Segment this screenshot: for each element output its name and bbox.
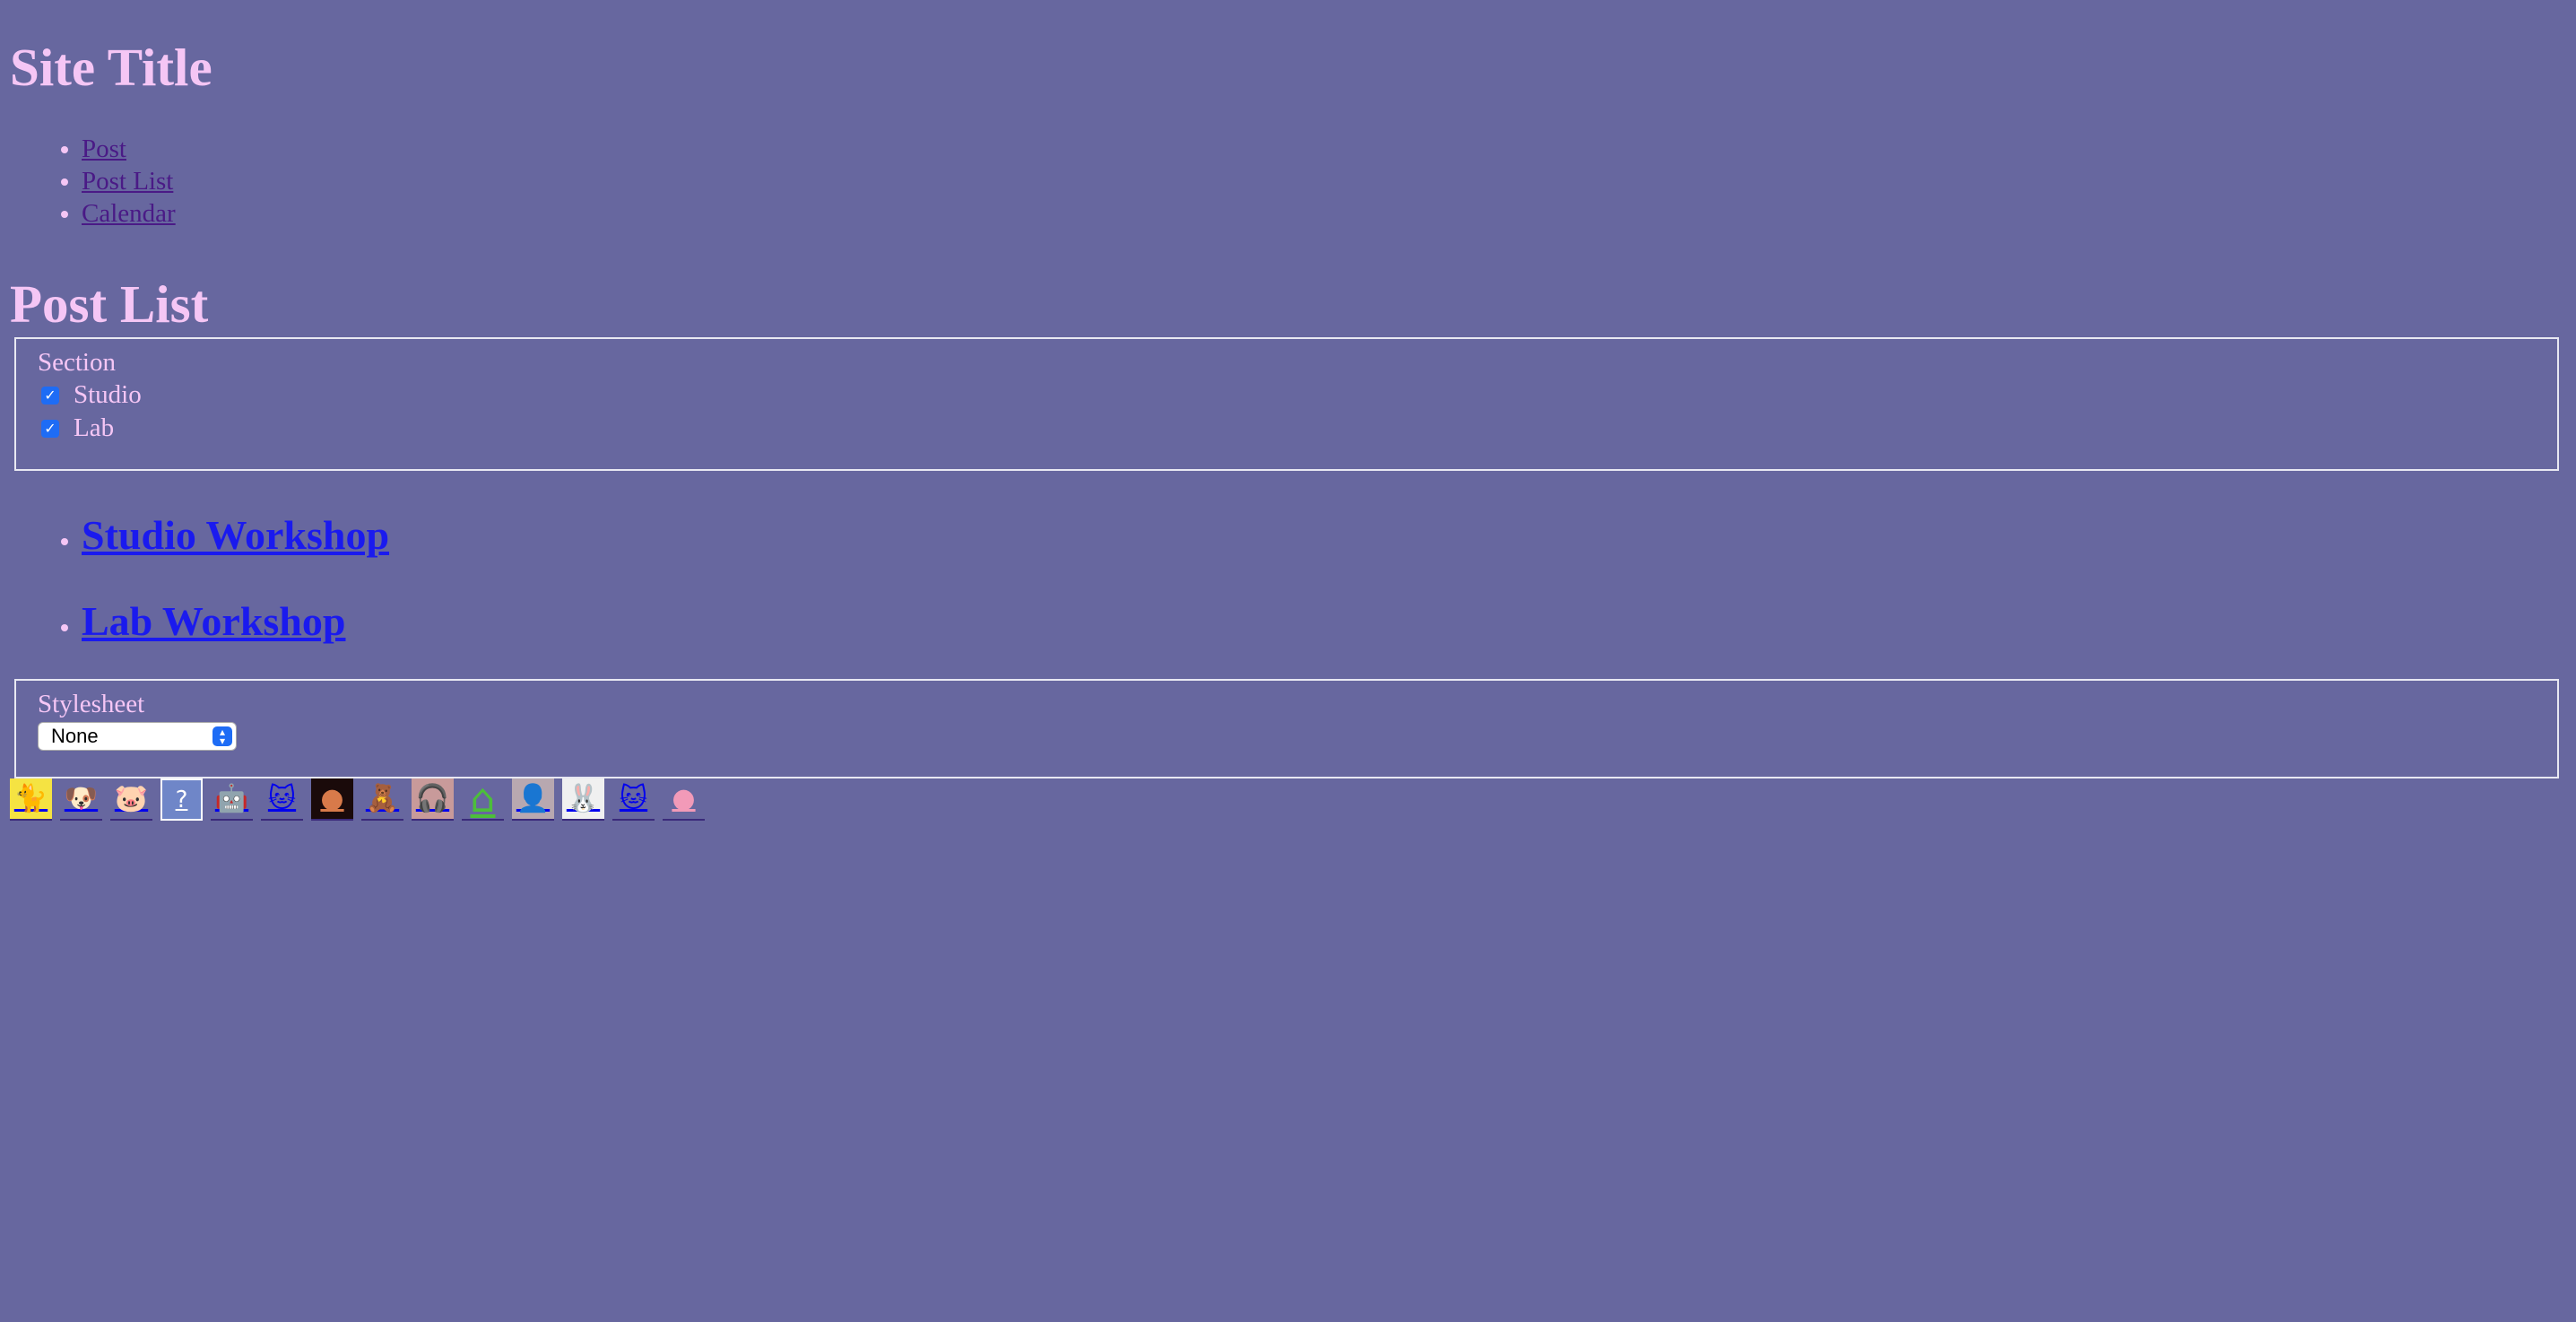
list-item: Lab Workshop bbox=[82, 593, 2566, 679]
post-link-lab-workshop[interactable]: Lab Workshop bbox=[82, 598, 346, 644]
lab-label: Lab bbox=[74, 413, 115, 442]
pink-bunny-icon[interactable]: 🐰 bbox=[562, 778, 604, 821]
nav-item-post: Post bbox=[82, 133, 2566, 165]
site-title: Site Title bbox=[10, 38, 212, 97]
section-filter-label: Section bbox=[38, 348, 116, 377]
list-item: Studio Workshop bbox=[82, 507, 2566, 593]
headphones-icon[interactable]: 🎧 bbox=[412, 778, 454, 821]
filter-option-studio[interactable]: ✓ Studio bbox=[38, 378, 2536, 412]
robot-cat-icon[interactable]: 🤖 bbox=[211, 778, 253, 821]
post-list: Studio Workshop Lab Workshop bbox=[10, 507, 2566, 679]
stylesheet-select[interactable]: None ▴ ▾ bbox=[38, 722, 237, 751]
badge-links: 🐈 🐶 🐷? 🤖 🐱 ● 🧸 🎧 ⌂ 👤 🐰 🐱 ● bbox=[10, 778, 2566, 823]
white-cat-icon[interactable]: 🐱 bbox=[612, 778, 655, 821]
black-cat-icon[interactable]: 🐈 bbox=[10, 778, 52, 821]
studio-checkbox[interactable]: ✓ bbox=[41, 386, 59, 404]
stylesheet-label: Stylesheet bbox=[38, 690, 145, 718]
stylesheet-select-value: None bbox=[51, 725, 99, 747]
stylesheet-selector: Stylesheet None ▴ ▾ bbox=[14, 679, 2559, 778]
portrait-icon[interactable]: 👤 bbox=[512, 778, 554, 821]
main-nav: Post Post List Calendar bbox=[10, 133, 2566, 230]
updown-chevron-icon: ▴ ▾ bbox=[212, 726, 232, 746]
post-link-studio-workshop[interactable]: Studio Workshop bbox=[82, 512, 390, 558]
filter-option-lab[interactable]: ✓ Lab bbox=[38, 412, 2536, 445]
studio-label: Studio bbox=[74, 380, 142, 409]
nav-link-post[interactable]: Post bbox=[82, 135, 126, 163]
nav-link-post-list[interactable]: Post List bbox=[82, 167, 174, 196]
nav-item-post-list: Post List bbox=[82, 165, 2566, 197]
figure-icon[interactable]: 🧸 bbox=[361, 778, 403, 821]
nav-link-calendar[interactable]: Calendar bbox=[82, 199, 176, 228]
puppy-icon[interactable]: 🐶 bbox=[60, 778, 102, 821]
dark-face-icon[interactable]: ● bbox=[311, 778, 353, 821]
question-box-icon[interactable]: ? bbox=[160, 778, 203, 821]
pink-puff-icon[interactable]: ● bbox=[663, 778, 705, 821]
lab-checkbox[interactable]: ✓ bbox=[41, 419, 59, 438]
page-title: Post List bbox=[10, 274, 209, 334]
nav-item-calendar: Calendar bbox=[82, 197, 2566, 230]
white-cat-icon[interactable]: 🐱 bbox=[261, 778, 303, 821]
section-filter: Section ✓ Studio ✓ Lab bbox=[14, 337, 2559, 471]
green-house-icon[interactable]: ⌂ bbox=[462, 778, 504, 821]
pig-icon[interactable]: 🐷 bbox=[110, 778, 152, 821]
